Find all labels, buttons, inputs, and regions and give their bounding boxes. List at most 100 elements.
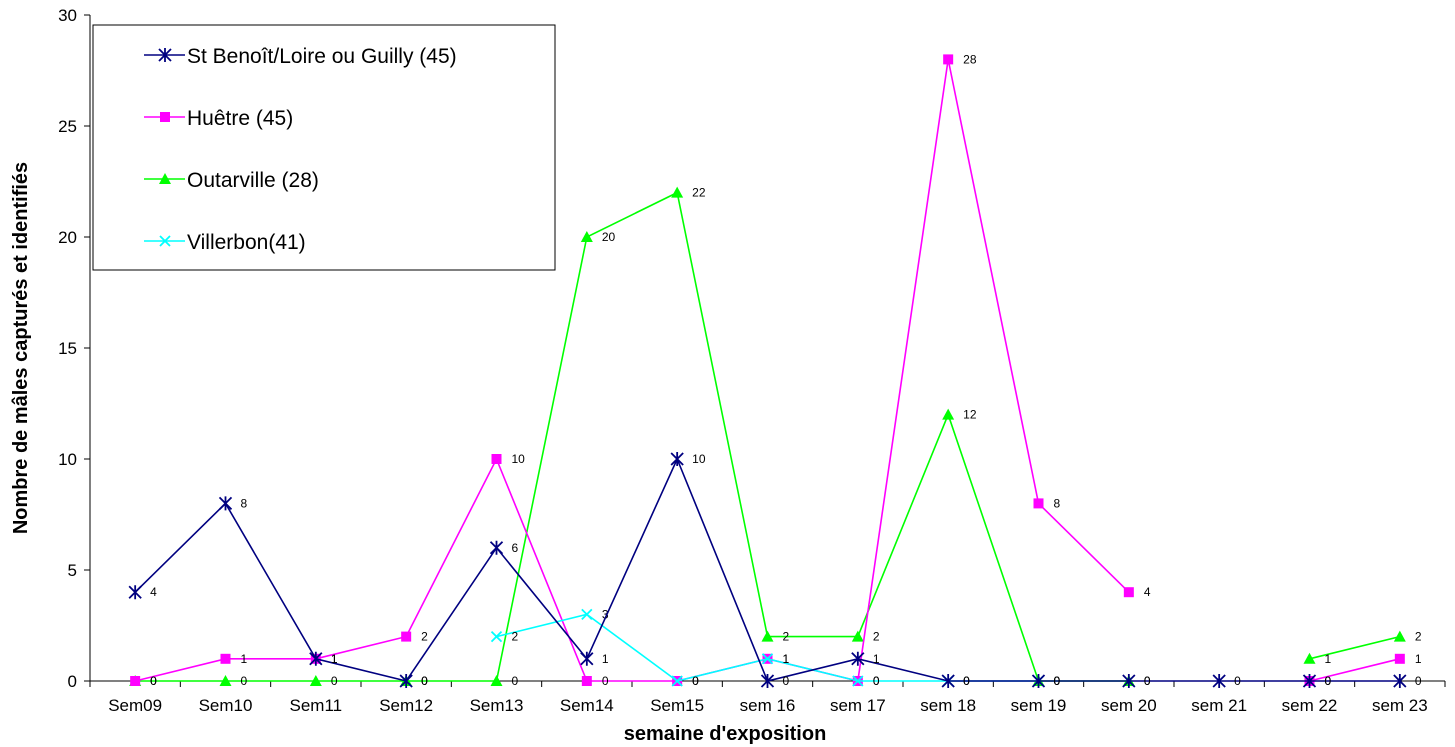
x-tick-label: sem 21 xyxy=(1191,696,1247,715)
series-line xyxy=(134,456,1400,682)
data-point xyxy=(399,674,413,688)
data-point xyxy=(851,630,864,642)
x-tick-label: sem 19 xyxy=(1011,696,1067,715)
legend-marker xyxy=(158,48,172,62)
data-point xyxy=(670,452,684,466)
data-point xyxy=(1033,498,1044,509)
data-label: 0 xyxy=(1234,674,1241,688)
data-label: 2 xyxy=(783,630,790,644)
x-tick-label: Sem10 xyxy=(199,696,253,715)
data-point xyxy=(218,496,233,511)
x-tick-label: sem 22 xyxy=(1282,696,1338,715)
data-label: 28 xyxy=(963,52,977,66)
data-point xyxy=(220,653,231,664)
data-point xyxy=(401,631,412,642)
data-label: 1 xyxy=(1415,652,1422,666)
y-tick-label: 30 xyxy=(58,6,77,25)
data-label: 0 xyxy=(783,674,790,688)
data-label: 0 xyxy=(150,674,157,688)
legend-entry: St Benoît/Loire ou Guilly (45) xyxy=(144,45,457,68)
data-point xyxy=(941,674,955,688)
data-point xyxy=(490,630,503,643)
legend: St Benoît/Loire ou Guilly (45) Huêtre (45… xyxy=(92,24,556,271)
data-point xyxy=(489,540,504,555)
data-label: 0 xyxy=(1054,674,1061,688)
data-label: 0 xyxy=(421,674,428,688)
y-tick-label: 25 xyxy=(58,117,77,136)
data-label: 8 xyxy=(1054,496,1061,510)
x-tick-label: sem 17 xyxy=(830,696,886,715)
data-point xyxy=(852,675,864,687)
x-tick-label: sem 16 xyxy=(740,696,796,715)
data-label: 0 xyxy=(512,674,519,688)
data-label: 0 xyxy=(873,674,880,688)
data-point xyxy=(491,454,502,464)
y-tick-label: 0 xyxy=(68,672,77,691)
data-label: 0 xyxy=(241,674,248,688)
data-label: 1 xyxy=(602,652,609,666)
data-label: 6 xyxy=(512,541,519,555)
x-tick-label: Sem13 xyxy=(470,696,524,715)
legend-marker xyxy=(159,173,171,184)
data-point xyxy=(671,186,684,198)
y-tick-label: 5 xyxy=(68,561,77,580)
x-tick-label: Sem15 xyxy=(650,696,704,715)
data-label: 0 xyxy=(1325,674,1332,688)
x-tick-label: Sem14 xyxy=(560,696,614,715)
x-tick-label: Sem11 xyxy=(290,696,343,715)
data-point xyxy=(1031,674,1046,688)
x-axis-title: semaine d'exposition xyxy=(624,723,827,745)
legend-label: Villerbon(41) xyxy=(187,231,306,254)
legend-marker xyxy=(160,112,170,122)
legend-entry: Outarville (28) xyxy=(144,169,319,192)
x-tick-label: sem 18 xyxy=(920,696,976,715)
y-tick-label: 20 xyxy=(58,228,77,247)
y-tick-label: 10 xyxy=(58,450,77,469)
legend-label: Outarville (28) xyxy=(187,169,319,192)
data-point xyxy=(943,54,954,65)
data-label: 1 xyxy=(241,652,248,666)
data-label: 10 xyxy=(692,452,706,466)
data-point xyxy=(130,676,141,686)
data-point xyxy=(309,651,323,666)
data-point xyxy=(942,408,955,420)
data-label: 20 xyxy=(602,230,616,244)
data-point xyxy=(581,676,592,686)
data-point xyxy=(490,675,503,686)
data-point xyxy=(1393,630,1406,642)
data-label: 0 xyxy=(421,674,428,688)
data-label: 0 xyxy=(1144,674,1151,688)
data-point xyxy=(760,674,775,688)
data-label: 3 xyxy=(602,607,609,621)
data-label: 0 xyxy=(150,674,157,688)
data-label: 8 xyxy=(241,496,248,510)
data-label: 0 xyxy=(331,674,338,688)
data-label: 1 xyxy=(331,652,338,666)
data-point xyxy=(1394,653,1405,664)
data-point xyxy=(851,651,865,666)
data-label: 1 xyxy=(331,652,338,666)
data-point xyxy=(219,675,232,686)
data-point xyxy=(1123,587,1134,598)
data-label: 1 xyxy=(873,652,880,666)
data-point xyxy=(1303,652,1316,664)
data-label: 2 xyxy=(512,630,519,644)
data-point xyxy=(1302,674,1317,688)
data-label: 4 xyxy=(150,585,157,599)
series-line xyxy=(1309,635,1401,660)
legend-entry: Villerbon(41) xyxy=(144,231,306,254)
data-point xyxy=(761,630,774,642)
data-label: 0 xyxy=(692,674,699,688)
legend-label: St Benoît/Loire ou Guilly (45) xyxy=(187,45,457,68)
y-axis-title: Nombre de mâles capturés et identifiés xyxy=(10,162,32,534)
data-label: 10 xyxy=(512,452,526,466)
x-tick-label: sem 23 xyxy=(1372,696,1428,715)
legend-box xyxy=(92,24,556,271)
data-point xyxy=(1122,674,1136,688)
data-label: 2 xyxy=(421,630,428,644)
